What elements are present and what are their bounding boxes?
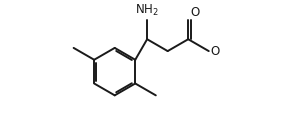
Text: O: O [210, 45, 220, 58]
Text: NH$_2$: NH$_2$ [135, 3, 158, 18]
Text: O: O [191, 6, 200, 19]
